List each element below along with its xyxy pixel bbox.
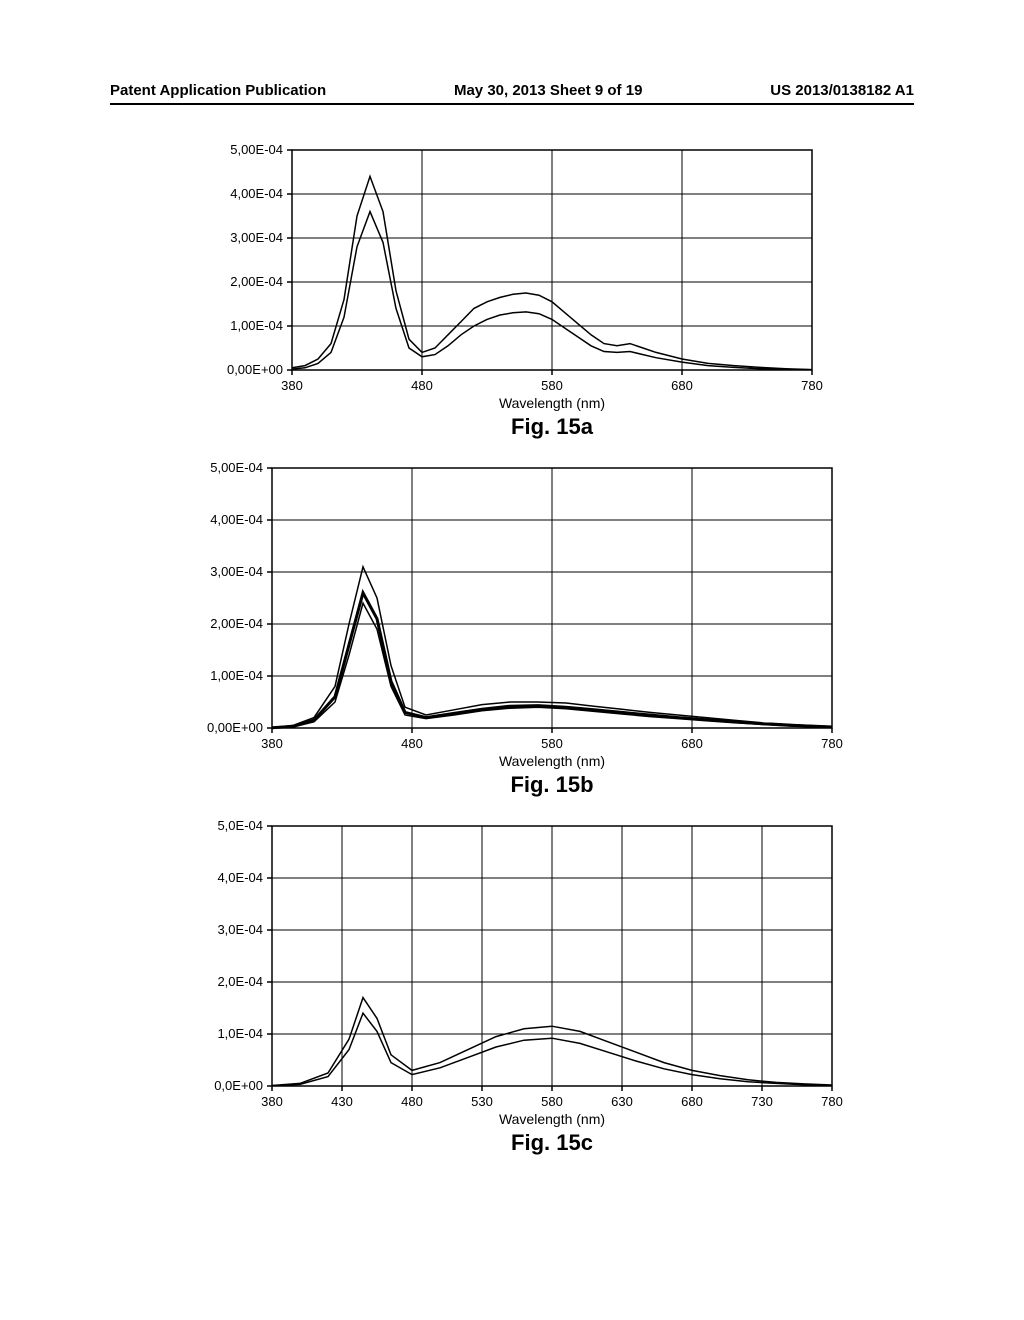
- figure-label: Fig. 15b: [510, 772, 593, 797]
- y-tick-label: 1,00E-04: [210, 668, 263, 683]
- y-tick-label: 1,0E-04: [217, 1026, 263, 1041]
- figure-content: 0,00E+00 1,00E-04 2,00E-04 3,00E-04 4,00E-04…: [0, 140, 1024, 1174]
- y-tick-label: 2,0E-04: [217, 974, 263, 989]
- x-tick-label: 380: [281, 378, 303, 393]
- x-tick-label: 780: [821, 736, 843, 751]
- chart-15c: 0,0E+00 1,0E-04 2,0E-04 3,0E-04 4,0E-04 5,0E-…: [177, 816, 847, 1164]
- x-tick-label: 580: [541, 736, 563, 751]
- x-tick-label: 630: [611, 1094, 633, 1109]
- x-tick-label: 530: [471, 1094, 493, 1109]
- chart-15b: 0,00E+00 1,00E-04 2,00E-04 3,00E-04 4,00E-04…: [177, 458, 847, 806]
- y-tick-label: 3,0E-04: [217, 922, 263, 937]
- x-tick-label: 480: [401, 1094, 423, 1109]
- x-tick-label: 580: [541, 378, 563, 393]
- x-axis-title: Wavelength (nm): [499, 395, 605, 411]
- x-tick-label: 780: [801, 378, 823, 393]
- x-tick-label: 680: [681, 736, 703, 751]
- header-right: US 2013/0138182 A1: [770, 82, 914, 99]
- y-tick-label: 2,00E-04: [210, 616, 263, 631]
- y-tick-label: 0,0E+00: [214, 1078, 263, 1093]
- y-tick-label: 2,00E-04: [230, 274, 283, 289]
- figure-label: Fig. 15a: [511, 414, 594, 439]
- y-tick-label: 3,00E-04: [210, 564, 263, 579]
- x-tick-label: 580: [541, 1094, 563, 1109]
- x-tick-label: 730: [751, 1094, 773, 1109]
- x-tick-label: 430: [331, 1094, 353, 1109]
- x-axis-title: Wavelength (nm): [499, 1111, 605, 1127]
- y-tick-label: 5,00E-04: [230, 142, 283, 157]
- x-tick-label: 680: [681, 1094, 703, 1109]
- y-tick-label: 3,00E-04: [230, 230, 283, 245]
- chart-15b-block: 0,00E+00 1,00E-04 2,00E-04 3,00E-04 4,00E-04…: [177, 458, 847, 806]
- header-left: Patent Application Publication: [110, 82, 326, 99]
- y-tick-label: 5,00E-04: [210, 460, 263, 475]
- x-axis-title: Wavelength (nm): [499, 753, 605, 769]
- page-header: Patent Application Publication May 30, 2…: [110, 82, 914, 105]
- x-tick-label: 680: [671, 378, 693, 393]
- y-tick-label: 0,00E+00: [227, 362, 283, 377]
- y-tick-label: 4,00E-04: [210, 512, 263, 527]
- y-tick-label: 4,00E-04: [230, 186, 283, 201]
- chart-15a: 0,00E+00 1,00E-04 2,00E-04 3,00E-04 4,00E-04…: [197, 140, 827, 448]
- chart-15c-block: 0,0E+00 1,0E-04 2,0E-04 3,0E-04 4,0E-04 5,0E-…: [177, 816, 847, 1164]
- y-tick-label: 4,0E-04: [217, 870, 263, 885]
- x-tick-label: 380: [261, 736, 283, 751]
- y-tick-label: 1,00E-04: [230, 318, 283, 333]
- figure-label: Fig. 15c: [511, 1130, 593, 1155]
- patent-page: Patent Application Publication May 30, 2…: [0, 0, 1024, 1320]
- x-tick-label: 380: [261, 1094, 283, 1109]
- y-tick-label: 5,0E-04: [217, 818, 263, 833]
- chart-15a-block: 0,00E+00 1,00E-04 2,00E-04 3,00E-04 4,00E-04…: [197, 140, 827, 448]
- header-center: May 30, 2013 Sheet 9 of 19: [454, 82, 642, 99]
- x-tick-label: 780: [821, 1094, 843, 1109]
- x-tick-label: 480: [401, 736, 423, 751]
- x-tick-label: 480: [411, 378, 433, 393]
- y-tick-label: 0,00E+00: [207, 720, 263, 735]
